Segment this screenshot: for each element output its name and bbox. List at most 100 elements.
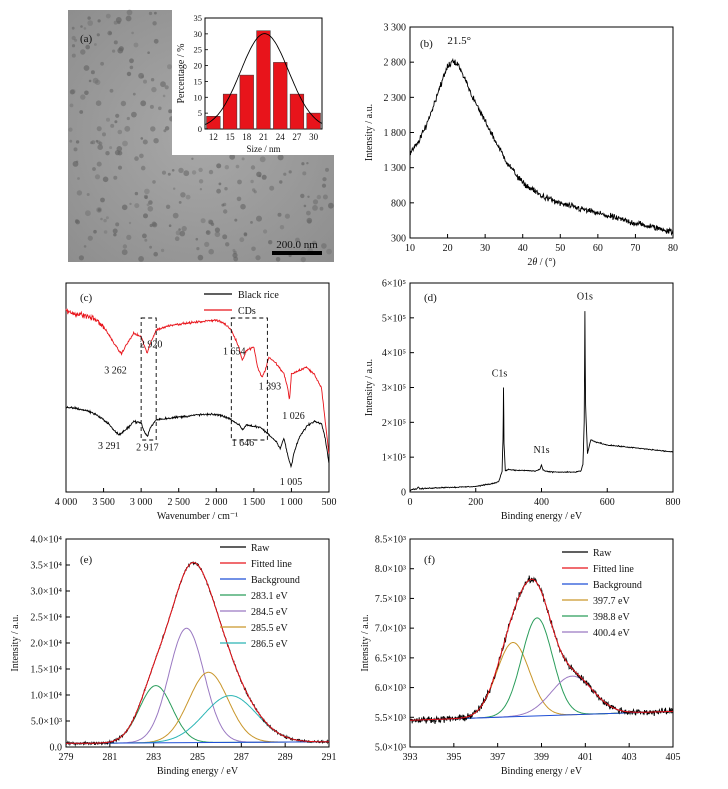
nanoparticle-dot bbox=[122, 244, 128, 249]
ftir-xtick-label: 2 500 bbox=[167, 497, 190, 508]
nanoparticle-dot bbox=[223, 209, 228, 214]
nanoparticle-dot bbox=[113, 40, 118, 45]
nanoparticle-dot bbox=[121, 249, 128, 256]
nanoparticle-dot bbox=[103, 218, 107, 223]
nanoparticle-dot bbox=[199, 188, 203, 191]
nanoparticle-dot bbox=[261, 174, 267, 180]
nanoparticle-dot bbox=[300, 193, 305, 199]
xps-survey-ytick-label: 6×10⁵ bbox=[382, 279, 406, 290]
nanoparticle-dot bbox=[237, 179, 242, 185]
panelE-xtick-label: 287 bbox=[234, 752, 249, 763]
xrd-xtick-label: 60 bbox=[593, 243, 603, 254]
nanoparticle-dot bbox=[171, 169, 175, 172]
nanoparticle-dot bbox=[98, 141, 103, 146]
nanoparticle-dot bbox=[234, 218, 238, 222]
nanoparticle-dot bbox=[173, 187, 176, 190]
inset-ytick-label: 15 bbox=[194, 76, 203, 86]
ftir-xtick-label: 4 000 bbox=[55, 497, 78, 508]
inset-bar bbox=[306, 112, 321, 130]
nanoparticle-dot bbox=[191, 170, 197, 175]
nanoparticle-dot bbox=[243, 233, 248, 237]
nanoparticle-dot bbox=[80, 94, 86, 100]
panelF-component-400-4-eV bbox=[409, 675, 674, 721]
nanoparticle-dot bbox=[181, 225, 187, 232]
nanoparticle-dot bbox=[71, 26, 75, 30]
nanoparticle-dot bbox=[241, 157, 245, 161]
inset-gaussian-fit bbox=[204, 33, 323, 126]
nanoparticle-dot bbox=[259, 156, 266, 163]
nanoparticle-dot bbox=[198, 167, 203, 173]
nanoparticle-dot bbox=[70, 89, 76, 94]
nanoparticle-dot bbox=[90, 141, 93, 145]
nanoparticle-dot bbox=[115, 17, 122, 23]
nanoparticle-dot bbox=[109, 88, 114, 93]
xps-survey-xlabel: Binding energy / eV bbox=[501, 511, 583, 522]
inset-bar bbox=[273, 62, 288, 130]
nanoparticle-dot bbox=[138, 256, 145, 262]
inset-bar bbox=[206, 116, 221, 130]
nanoparticle-dot bbox=[214, 227, 220, 233]
xrd-xtick-label: 10 bbox=[405, 243, 415, 254]
ftir-peak-label: 1 654 bbox=[223, 346, 246, 357]
nanoparticle-dot bbox=[68, 127, 73, 132]
nanoparticle-dot bbox=[277, 154, 284, 161]
nanoparticle-dot bbox=[208, 169, 214, 175]
nanoparticle-dot bbox=[235, 164, 240, 169]
panelE-xtick-label: 279 bbox=[59, 752, 74, 763]
panelE-ylabel: Intensity / a.u. bbox=[10, 614, 21, 671]
xps-survey-ytick-label: 0 bbox=[401, 488, 406, 499]
nanoparticle-dot bbox=[160, 81, 166, 88]
nanoparticle-dot bbox=[92, 167, 96, 171]
nanoparticle-dot bbox=[250, 165, 256, 170]
panelF-fitted-line bbox=[409, 578, 674, 721]
ftir-xtick-label: 500 bbox=[322, 497, 337, 508]
nanoparticle-dot bbox=[158, 106, 162, 111]
ftir-peak-label: 2 917 bbox=[136, 443, 159, 454]
xps-survey-spectrum bbox=[409, 311, 674, 492]
nanoparticle-dots bbox=[68, 9, 334, 263]
nanoparticle-dot bbox=[185, 194, 191, 200]
nanoparticle-dot bbox=[183, 170, 190, 177]
nanoparticle-dot bbox=[288, 170, 292, 174]
nanoparticle-dot bbox=[321, 243, 327, 249]
nanoparticle-dot bbox=[73, 147, 78, 152]
panelE-ytick-label: 4.0×10⁴ bbox=[30, 535, 62, 546]
nanoparticle-dot bbox=[110, 123, 115, 128]
nanoparticle-dot bbox=[295, 237, 300, 243]
xps-survey-ytick-label: 3×10⁵ bbox=[382, 383, 406, 394]
nanoparticle-dot bbox=[112, 228, 118, 234]
nanoparticle-dot bbox=[97, 19, 101, 23]
xps-survey-ytick-label: 1×10⁵ bbox=[382, 453, 406, 464]
panelE-ytick-label: 2.0×10⁴ bbox=[30, 639, 62, 650]
nanoparticle-dot bbox=[178, 167, 184, 174]
panelF-legend-label: 397.7 eV bbox=[593, 596, 630, 607]
nanoparticle-dot bbox=[236, 196, 242, 202]
nanoparticle-dot bbox=[301, 162, 305, 166]
xrd-ytick-label: 1 800 bbox=[384, 128, 407, 139]
nanoparticle-dot bbox=[131, 111, 137, 118]
nanoparticle-dot bbox=[153, 251, 158, 257]
xrd-ytick-label: 1 300 bbox=[384, 163, 407, 174]
nanoparticle-dot bbox=[109, 146, 113, 150]
nanoparticle-dot bbox=[172, 212, 179, 219]
nanoparticle-dot bbox=[88, 79, 92, 83]
nanoparticle-dot bbox=[95, 100, 102, 106]
nanoparticle-dot bbox=[71, 53, 76, 58]
nanoparticle-dot bbox=[112, 49, 116, 53]
nanoparticle-dot bbox=[100, 217, 103, 221]
nanoparticle-dot bbox=[239, 237, 245, 243]
nanoparticle-dot bbox=[321, 183, 327, 188]
nanoparticle-dot bbox=[222, 202, 227, 207]
nanoparticle-dot bbox=[122, 140, 128, 147]
nanoparticle-dot bbox=[255, 255, 261, 261]
nanoparticle-dot bbox=[148, 200, 153, 205]
nanoparticle-dot bbox=[74, 38, 78, 42]
xps-survey-ylabel: Intensity / a.u. bbox=[364, 359, 375, 416]
nanoparticle-dot bbox=[233, 250, 237, 255]
nanoparticle-dot bbox=[306, 217, 313, 224]
xps-survey-ytick-label: 2×10⁵ bbox=[382, 418, 406, 429]
nanoparticle-dot bbox=[95, 79, 101, 86]
xrd-xtick-label: 40 bbox=[518, 243, 528, 254]
nanoparticle-dot bbox=[85, 44, 90, 50]
nanoparticle-dot bbox=[208, 248, 214, 255]
